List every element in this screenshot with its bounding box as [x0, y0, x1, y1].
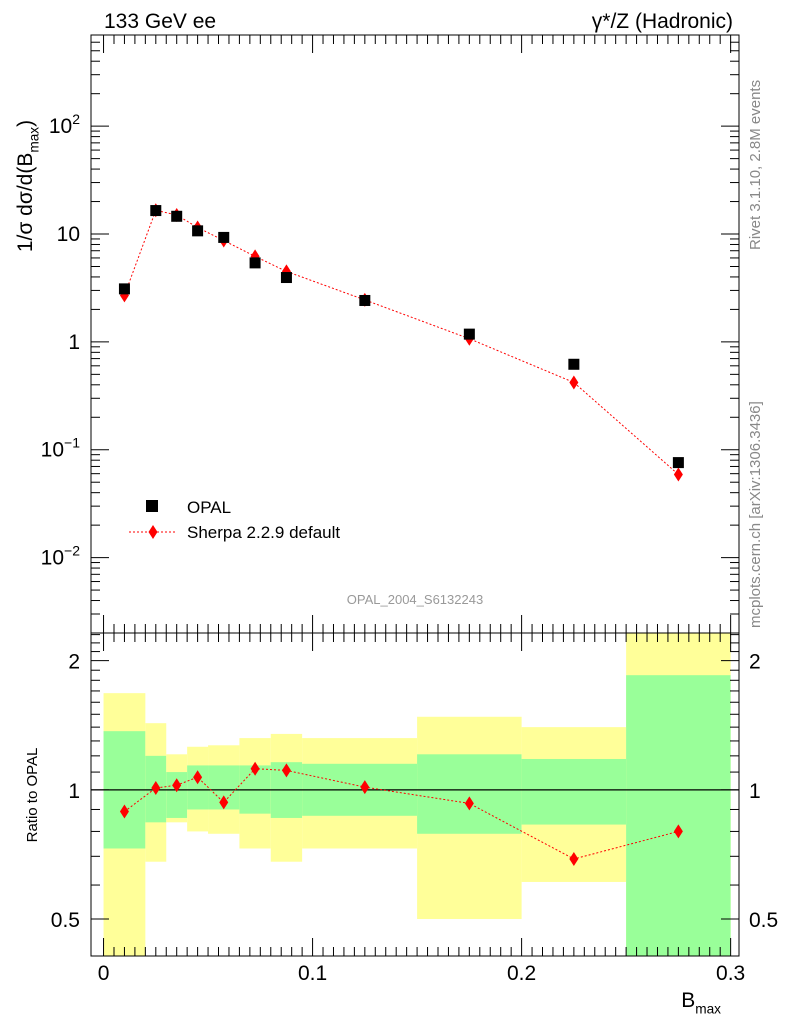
- rivet-version-label: Rivet 3.1.10, 2.8M events: [747, 80, 764, 250]
- x-tick-label: 0: [98, 962, 110, 985]
- legend-data-marker: [146, 500, 158, 512]
- main-y-axis-label: 1/σ dσ/d(Bmax): [14, 120, 41, 252]
- main-x-axis-ticks: [103, 35, 732, 633]
- main-data-series: [118, 205, 684, 469]
- data-point: [218, 231, 230, 243]
- x-tick-label: 0.1: [298, 962, 327, 985]
- ratio-mc-point: [360, 780, 370, 795]
- ratio-mc-point: [569, 851, 579, 866]
- data-point: [359, 294, 371, 306]
- x-tick-label: 0.3: [716, 962, 745, 985]
- ratio-band-inner: [187, 765, 209, 810]
- data-point: [249, 257, 261, 269]
- ratio-mc-point: [172, 778, 182, 793]
- data-point: [280, 272, 292, 284]
- mcplots-label: mcplots.cern.ch [arXiv:1306.3436]: [747, 401, 764, 628]
- main-y-tick-label: 1: [68, 331, 80, 354]
- ratio-mc-point: [250, 761, 260, 776]
- ratio-y-axis-label: Ratio to OPAL: [24, 748, 41, 843]
- data-point: [568, 358, 580, 370]
- ratio-y-tick-label: 2: [68, 651, 80, 674]
- data-point: [463, 328, 475, 340]
- mc-point: [569, 375, 579, 390]
- header-right: γ*/Z (Hadronic): [592, 10, 733, 33]
- main-mc-series: [119, 203, 683, 482]
- x-axis-label: Bmax: [681, 989, 721, 1016]
- ratio-mc-point: [193, 770, 203, 785]
- main-y-tick-label: 10: [57, 223, 80, 246]
- data-point: [118, 283, 130, 295]
- ratio-y-axis-ticks: 0.5 0.5 1 1 2 2: [51, 634, 778, 932]
- ratio-band-inner: [626, 675, 731, 956]
- header-left: 133 GeV ee: [104, 10, 216, 33]
- legend-data-label: OPAL: [187, 498, 231, 517]
- ratio-band-inner: [521, 758, 627, 825]
- mc-point: [673, 467, 683, 482]
- ratio-x-axis-ticks: 0 0.1 0.2 0.3: [98, 633, 745, 985]
- data-point: [192, 225, 204, 237]
- ratio-mc-point: [464, 796, 474, 811]
- ratio-y-tick-label: 1: [68, 780, 80, 803]
- ratio-band-inner: [417, 754, 522, 834]
- ratio-y-tick-label-right: 1: [749, 780, 761, 803]
- ratio-panel-frame: [90, 632, 740, 957]
- data-point: [672, 457, 684, 469]
- ratio-y-tick-label: 0.5: [51, 909, 80, 932]
- ratio-mc-point: [119, 804, 129, 819]
- x-tick-label: 0.2: [507, 962, 536, 985]
- ratio-y-tick-label-right: 2: [749, 651, 761, 674]
- main-y-tick-label: 10−2: [41, 543, 81, 570]
- ratio-mc-point: [281, 763, 291, 778]
- legend-mc-label: Sherpa 2.2.9 default: [187, 523, 340, 542]
- ratio-mc-point: [151, 780, 161, 795]
- data-point: [150, 205, 162, 217]
- main-y-tick-label: 102: [49, 111, 80, 138]
- main-y-tick-label: 10−1: [41, 435, 81, 462]
- data-point: [171, 210, 183, 222]
- main-y-axis-ticks: 10−2 10−1 1 10 102: [41, 34, 739, 634]
- analysis-watermark: OPAL_2004_S6132243: [347, 592, 483, 607]
- legend: OPAL Sherpa 2.2.9 default: [129, 498, 340, 542]
- main-panel-frame: [90, 34, 740, 634]
- ratio-mc-series: [119, 761, 683, 866]
- ratio-mc-point: [219, 795, 229, 810]
- ratio-mc-point: [673, 824, 683, 839]
- ratio-uncertainty-bands: [103, 633, 731, 956]
- mc-line: [123, 209, 679, 475]
- legend-mc-marker: [148, 525, 158, 539]
- ratio-y-tick-label-right: 0.5: [749, 909, 778, 932]
